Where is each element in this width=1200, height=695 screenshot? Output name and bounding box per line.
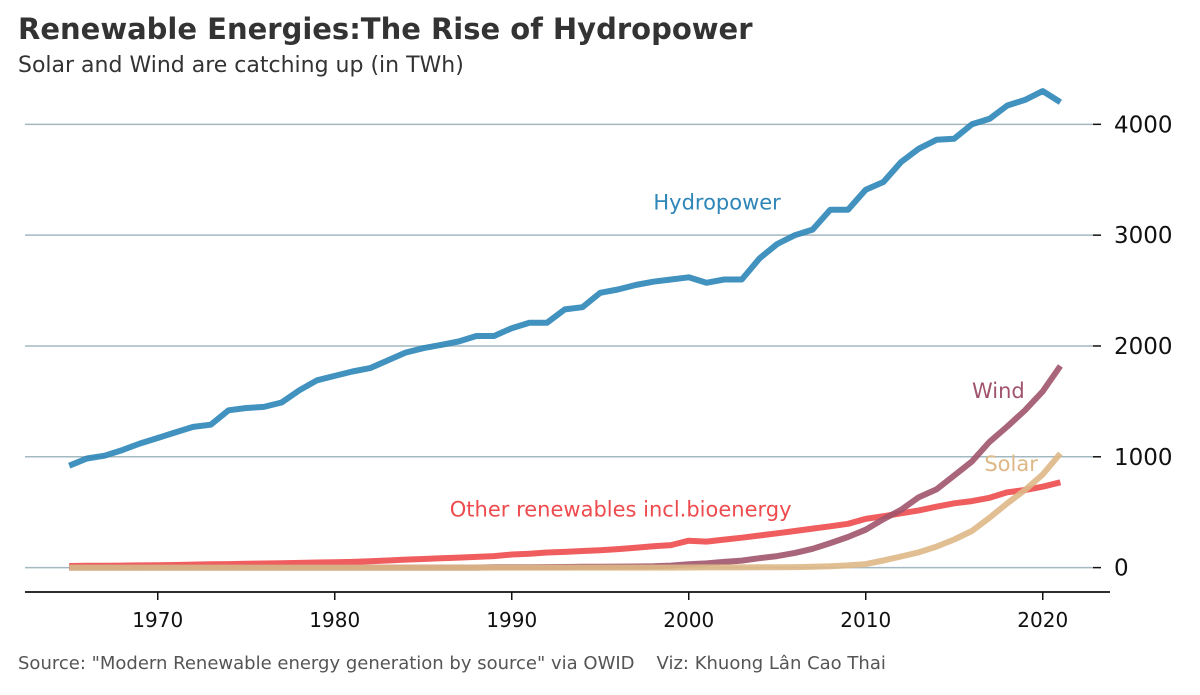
- x-tick-label-2020: 2020: [1017, 608, 1068, 632]
- x-tick-label-2000: 2000: [663, 608, 714, 632]
- series-line-hydropower: [68, 88, 1062, 469]
- series-label-solar: Solar: [984, 452, 1038, 476]
- x-tick-label-1980: 1980: [309, 608, 360, 632]
- axes: 0 1000 2000 3000 4000 1970 1980 1990 2000 2010 202…: [25, 112, 1173, 632]
- y-tick-label-4000: 4000: [1114, 112, 1173, 138]
- y-tick-label-1000: 1000: [1114, 445, 1173, 471]
- y-tick-label-0: 0: [1114, 556, 1129, 582]
- chart-subtitle: Solar and Wind are catching up (in TWh): [18, 53, 464, 78]
- viz-credit: Viz: Khuong Lân Cao Thai: [656, 653, 886, 674]
- chart-title: Renewable Energies:The Rise of Hydropowe…: [18, 12, 753, 46]
- x-tick-label-1990: 1990: [486, 608, 537, 632]
- series-lines: [68, 88, 1063, 571]
- x-tick-label-1970: 1970: [132, 608, 183, 632]
- y-tick-label-3000: 3000: [1114, 223, 1173, 249]
- x-tick-label-2010: 2010: [840, 608, 891, 632]
- series-label-hydropower: Hydropower: [653, 191, 781, 215]
- series-line-wind: [69, 364, 1063, 571]
- source-note: Source: "Modern Renewable energy generat…: [18, 653, 635, 674]
- series-label-other-renewables-incl-bioenergy: Other renewables incl.bioenergy: [450, 498, 792, 522]
- series-label-wind: Wind: [972, 379, 1025, 403]
- series-line-solar: [69, 451, 1063, 571]
- y-tick-label-2000: 2000: [1114, 334, 1173, 360]
- series-labels: Hydropower Wind Solar Other renewables incl…: [450, 191, 1038, 522]
- footer: Source: "Modern Renewable energy generat…: [18, 653, 886, 674]
